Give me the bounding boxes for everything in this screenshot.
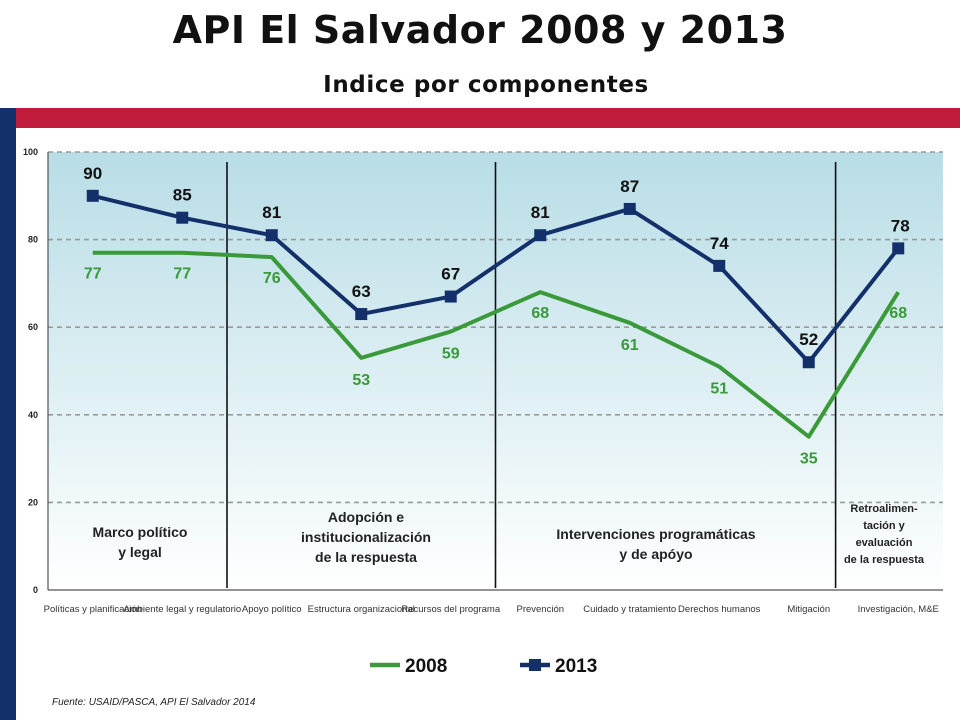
x-tick-label: Prevención: [516, 604, 564, 615]
data-label-2008: 61: [621, 337, 639, 354]
data-point-2013: [176, 211, 189, 224]
data-label-2008: 77: [173, 266, 191, 283]
group-label: de la respuesta: [315, 549, 417, 565]
data-label-2013: 81: [531, 203, 550, 222]
data-label-2008: 35: [800, 451, 818, 468]
data-label-2008: 53: [352, 372, 370, 389]
legend-label-2013: 2013: [555, 656, 597, 677]
source-note: Fuente: USAID/PASCA, API El Salvador 201…: [52, 697, 256, 708]
y-tick-label: 40: [28, 410, 38, 420]
y-tick-label: 100: [23, 147, 38, 157]
group-label: de la respuesta: [844, 554, 925, 566]
data-label-2013: 67: [441, 265, 460, 284]
data-label-2008: 68: [531, 305, 549, 322]
data-label-2013: 74: [710, 234, 729, 253]
group-label: institucionalización: [301, 529, 431, 545]
data-label-2013: 85: [173, 186, 192, 205]
data-point-2013: [534, 229, 547, 242]
group-label: Intervenciones programáticas: [556, 526, 755, 542]
data-label-2013: 63: [352, 282, 371, 301]
series-line-2008: [92, 250, 900, 439]
data-point-2013: [713, 259, 726, 272]
x-tick-label: Investigación, M&E: [858, 604, 939, 615]
group-label: Marco político: [93, 524, 188, 540]
y-tick-label: 0: [33, 585, 38, 595]
data-point-2013: [623, 202, 636, 215]
data-point-2013: [444, 290, 457, 303]
legend-label-2008: 2008: [405, 656, 447, 677]
data-label-2008: 76: [263, 270, 281, 287]
x-tick-label: Derechos humanos: [678, 604, 761, 615]
data-point-2013: [265, 229, 278, 242]
x-tick-label: Políticas y planificación: [44, 604, 142, 615]
data-point-2013: [86, 189, 99, 202]
data-label-2008: 59: [442, 346, 460, 363]
x-tick-label: Ambiente legal y regulatorio: [123, 604, 241, 615]
x-tick-label: Estructura organizacional: [308, 604, 415, 615]
series-line-2013: [92, 193, 900, 365]
group-label: y legal: [118, 544, 162, 560]
data-label-2013: 52: [799, 330, 818, 349]
data-label-2008: 51: [710, 381, 728, 398]
data-point-2013: [802, 356, 815, 369]
blue-accent-bar: [0, 108, 16, 720]
data-label-2013: 78: [891, 216, 910, 235]
y-tick-label: 20: [28, 497, 38, 507]
group-label: Retroalimen-: [850, 503, 918, 515]
group-label: Adopción e: [328, 509, 404, 525]
data-label-2013: 90: [83, 164, 102, 183]
data-point-2013: [892, 242, 905, 255]
y-tick-label: 60: [28, 322, 38, 332]
y-tick-label: 80: [28, 235, 38, 245]
legend-marker-2013: [529, 659, 541, 671]
x-tick-label: Mitigación: [787, 604, 830, 615]
page-subtitle: Indice por componentes: [323, 72, 649, 98]
data-label-2013: 81: [262, 203, 281, 222]
x-tick-label: Apoyo político: [242, 604, 302, 615]
group-label: tación y: [863, 520, 905, 532]
page-title: API El Salvador 2008 y 2013: [172, 8, 788, 52]
group-label: evaluación: [856, 537, 913, 549]
data-label-2008: 68: [889, 305, 907, 322]
data-label-2013: 87: [620, 177, 639, 196]
red-accent-bar: [0, 108, 960, 128]
x-tick-label: Cuidado y tratamiento: [583, 604, 676, 615]
data-point-2013: [355, 308, 368, 321]
x-tick-label: Recursos del programa: [401, 604, 500, 615]
group-label: y de apóyo: [619, 546, 692, 562]
data-label-2008: 77: [84, 266, 102, 283]
